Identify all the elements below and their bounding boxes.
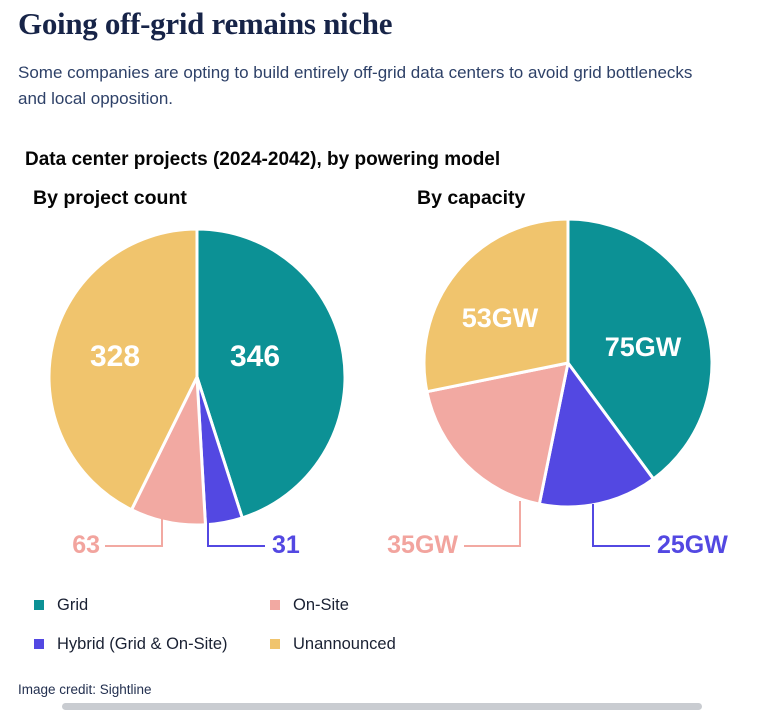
legend-swatch-hybrid xyxy=(34,639,44,649)
legend-label-grid: Grid xyxy=(57,595,89,614)
legend-swatch-onsite xyxy=(270,600,280,610)
legend-item-hybrid: Hybrid (Grid & On-Site) xyxy=(34,635,270,653)
pie-slice-on-site xyxy=(425,361,570,506)
legend-label-unannounced: Unannounced xyxy=(293,634,396,653)
callout-label-hybrid-count: 31 xyxy=(272,531,300,559)
slice-label-grid-count: 346 xyxy=(229,340,281,373)
page-title: Going off-grid remains niche xyxy=(18,6,393,41)
chart-title: Data center projects (2024-2042), by pow… xyxy=(25,149,501,170)
pie-chart-project-count xyxy=(47,227,347,527)
image-credit: Image credit: Sightline xyxy=(18,682,152,697)
legend-swatch-unannounced xyxy=(270,639,280,649)
callout-line-hybrid-count-vertical xyxy=(207,509,209,547)
pie-slice-grid xyxy=(195,227,347,520)
chart-legend: Grid On-Site Hybrid (Grid & On-Site) Una… xyxy=(34,596,474,653)
legend-item-unannounced: Unannounced xyxy=(270,635,474,653)
pie-chart-capacity xyxy=(422,217,714,509)
callout-line-onsite-capacity-vertical xyxy=(519,501,521,547)
callout-label-onsite-capacity: 35GW xyxy=(387,531,458,559)
pie-slice-unannounced xyxy=(47,227,199,512)
pie-slice-unannounced xyxy=(422,217,570,394)
horizontal-scrollbar-thumb[interactable] xyxy=(62,703,702,710)
slice-label-grid-capacity: 75GW xyxy=(604,332,682,362)
callout-label-onsite-count: 63 xyxy=(72,531,100,559)
callout-label-hybrid-capacity: 25GW xyxy=(657,531,728,559)
callout-line-onsite-count-horizontal xyxy=(105,545,163,547)
slice-label-unannounced-count: 328 xyxy=(89,340,141,373)
callout-line-hybrid-count-horizontal xyxy=(207,545,265,547)
legend-item-onsite: On-Site xyxy=(270,596,474,614)
callout-line-hybrid-capacity-vertical xyxy=(592,504,594,547)
callout-line-onsite-capacity-horizontal xyxy=(464,545,521,547)
legend-swatch-grid xyxy=(34,600,44,610)
pie-slice-hybrid-grid-on-site xyxy=(537,361,655,509)
callout-line-onsite-count-vertical xyxy=(161,506,163,547)
page-subtitle: Some companies are opting to build entir… xyxy=(18,63,693,108)
pie-slice-grid xyxy=(566,217,714,481)
pie-heading-capacity: By capacity xyxy=(417,187,526,209)
callout-line-hybrid-capacity-horizontal xyxy=(592,545,650,547)
legend-label-onsite: On-Site xyxy=(293,595,349,614)
slice-label-unannounced-capacity: 53GW xyxy=(461,303,539,333)
legend-label-hybrid: Hybrid (Grid & On-Site) xyxy=(57,634,228,653)
legend-item-grid: Grid xyxy=(34,596,270,614)
pie-heading-project-count: By project count xyxy=(33,187,187,209)
